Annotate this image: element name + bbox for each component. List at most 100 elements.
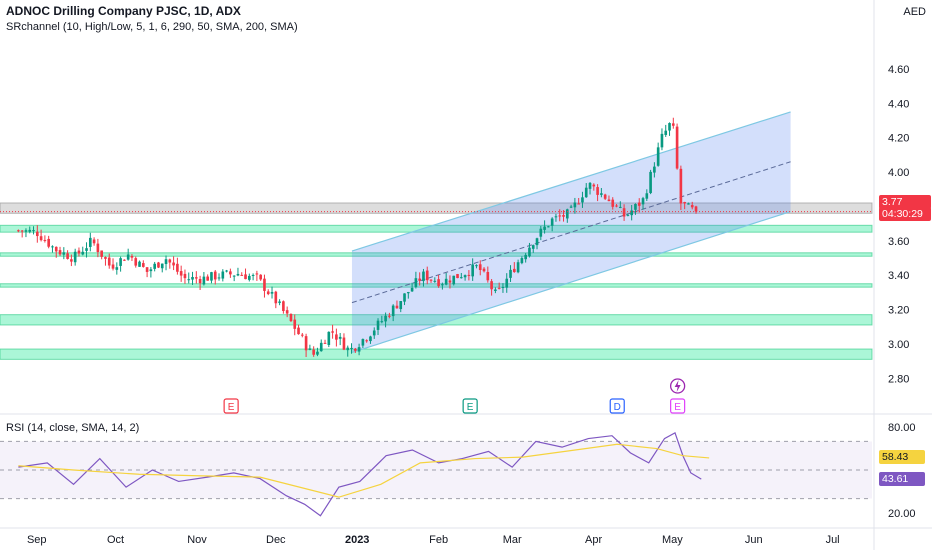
candle-body — [626, 214, 630, 216]
time-tick-label: Nov — [187, 534, 207, 546]
candle-body — [547, 226, 550, 228]
candle-body — [618, 206, 622, 208]
candle-body — [372, 330, 376, 336]
candle-body — [410, 287, 414, 292]
candle-body — [278, 301, 281, 303]
candle-body — [130, 256, 134, 258]
candle-body — [452, 275, 456, 285]
candle-body — [293, 319, 297, 329]
candle-body — [622, 208, 626, 217]
last-price-tag: 3.77 — [879, 195, 931, 209]
candle-body — [528, 247, 531, 257]
candle-body — [183, 273, 187, 279]
candle-body — [70, 259, 73, 262]
candle-body — [225, 270, 228, 272]
time-tick-label: Feb — [429, 534, 448, 546]
candle-body — [512, 268, 516, 273]
candle-body — [653, 166, 656, 173]
candle-body — [384, 315, 387, 322]
candle-body — [573, 202, 577, 208]
candle-body — [520, 258, 524, 264]
rsi-line — [18, 431, 702, 517]
candle-body — [232, 275, 236, 277]
candle-body — [119, 258, 122, 266]
event-marker-label: E — [228, 402, 235, 413]
candle-body — [554, 216, 558, 218]
candle-body — [172, 262, 175, 266]
candle-body — [17, 230, 20, 232]
candle-body — [577, 203, 580, 205]
channel-middle-line — [351, 161, 791, 304]
candle-body — [441, 284, 444, 286]
rsi-legend[interactable]: RSI (14, close, SMA, 14, 2) — [6, 422, 140, 434]
candle-body — [323, 342, 327, 344]
candle-body — [687, 203, 690, 205]
candle-body — [539, 228, 543, 237]
price-tick-label: 4.20 — [888, 133, 909, 145]
candle-body — [581, 197, 584, 203]
candle-body — [88, 237, 92, 247]
candle-body — [497, 287, 501, 289]
candle-body — [104, 257, 107, 259]
candle-body — [206, 276, 209, 281]
candle-body — [463, 275, 467, 278]
candle-body — [376, 320, 380, 330]
candle-body — [471, 264, 474, 277]
candle-body — [62, 252, 66, 255]
candle-body — [149, 269, 153, 272]
candle-body — [509, 269, 512, 278]
candle-body — [603, 194, 607, 199]
sr-zone — [0, 202, 873, 214]
candle-body — [297, 327, 300, 335]
price-tick-label: 3.60 — [888, 236, 909, 248]
candle-body — [327, 331, 331, 345]
candle-body — [611, 199, 615, 207]
candle-body — [694, 206, 698, 212]
candle-body — [418, 278, 421, 281]
candle-body — [274, 291, 278, 304]
candle-body — [138, 261, 141, 267]
candle-body — [558, 215, 562, 217]
candle-body — [308, 348, 312, 350]
candle-body — [145, 267, 149, 272]
candle-body — [664, 130, 668, 135]
candle-body — [671, 123, 675, 126]
candle-body — [153, 263, 156, 269]
indicator-legend[interactable]: SRchannel (10, High/Low, 5, 1, 6, 290, 5… — [6, 21, 298, 33]
candle-body — [535, 238, 539, 246]
time-tick-label: Oct — [107, 534, 124, 546]
candle-body — [615, 205, 618, 207]
price-tick-label: 4.40 — [888, 98, 909, 110]
candle-body — [58, 250, 62, 255]
candle-body — [304, 336, 308, 351]
candle-body — [641, 198, 645, 205]
time-tick-label: Apr — [585, 534, 602, 546]
candle-body — [600, 193, 603, 195]
event-marker — [670, 398, 686, 414]
event-marker-label: D — [614, 402, 621, 413]
candle-body — [100, 250, 103, 257]
rsi-tick-label: 80.00 — [888, 422, 916, 434]
candle-body — [444, 278, 448, 285]
candle-body — [300, 334, 304, 336]
price-tick-label: 4.60 — [888, 64, 909, 76]
candle-body — [584, 187, 588, 198]
candle-body — [668, 123, 671, 131]
candle-body — [531, 245, 535, 249]
candle-body — [425, 270, 429, 281]
candle-body — [459, 277, 463, 279]
time-tick-label: Dec — [266, 534, 286, 546]
candle-body — [194, 277, 198, 279]
candle-body — [236, 273, 240, 276]
candle-body — [141, 263, 145, 267]
candle-body — [524, 254, 527, 260]
candle-body — [259, 274, 262, 280]
candle-body — [319, 342, 323, 352]
candle-body — [312, 349, 315, 355]
candle-body — [592, 184, 596, 187]
rsi-value-tag: 43.61 — [879, 472, 925, 486]
candle-body — [316, 351, 319, 355]
candle-body — [596, 187, 599, 195]
price-tick-label: 3.40 — [888, 270, 909, 282]
